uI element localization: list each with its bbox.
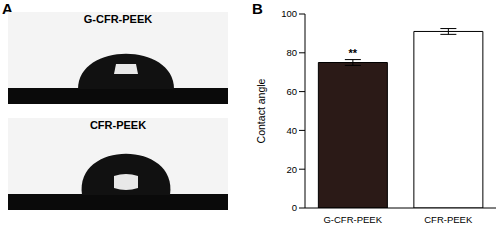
html-text:G-CFR-PEEK: G-CFR-PEEK <box>83 13 153 25</box>
svg-text:G-CFR-PEEK: G-CFR-PEEK <box>323 214 382 225</box>
svg-text:80: 80 <box>286 47 297 58</box>
svg-text:60: 60 <box>286 86 297 97</box>
svg-text:0: 0 <box>292 202 297 213</box>
html-text:B: B <box>252 0 263 17</box>
svg-text:20: 20 <box>286 164 297 175</box>
svg-text:**: ** <box>349 47 358 59</box>
svg-text:100: 100 <box>281 8 297 19</box>
html-text:A: A <box>2 0 13 17</box>
svg-text:40: 40 <box>286 125 297 136</box>
svg-text:CFR-PEEK: CFR-PEEK <box>424 214 473 225</box>
svg-text:Contact angle: Contact angle <box>255 78 267 143</box>
html-text:CFR-PEEK: CFR-PEEK <box>89 119 147 131</box>
